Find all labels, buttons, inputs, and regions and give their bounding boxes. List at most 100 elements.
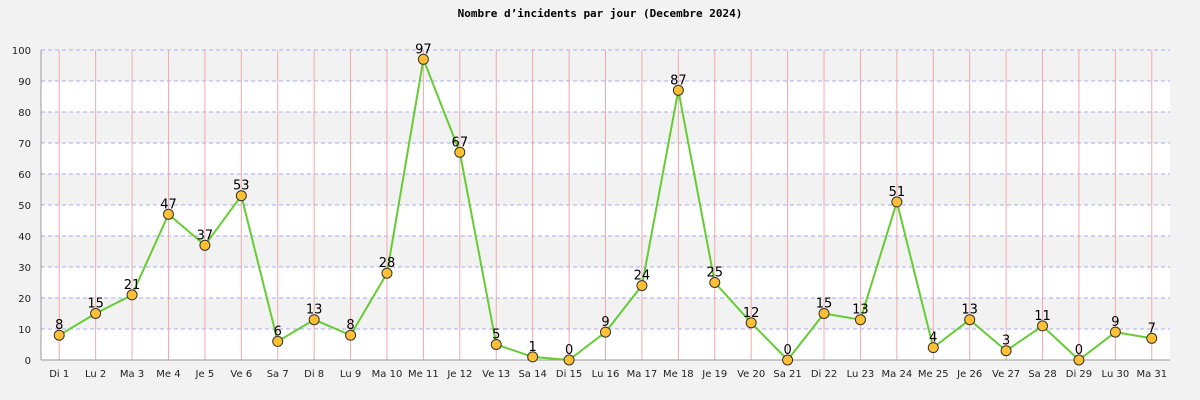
- data-points: [53, 53, 1158, 366]
- x-tick-label: Ve 20: [737, 369, 765, 380]
- data-point: [381, 267, 393, 279]
- x-tick-label: Me 25: [918, 369, 949, 380]
- x-tick-label: Lu 16: [592, 369, 620, 380]
- data-label: 8: [346, 318, 354, 333]
- data-label: 97: [415, 42, 432, 57]
- data-label: 9: [1111, 315, 1119, 330]
- data-label: 9: [601, 315, 609, 330]
- data-point: [53, 329, 65, 341]
- y-tick-label: 70: [18, 139, 31, 150]
- data-label: 3: [1002, 334, 1010, 349]
- data-label: 15: [816, 297, 833, 312]
- y-tick-label: 80: [18, 108, 31, 119]
- data-point: [854, 314, 866, 326]
- data-label: 11: [1034, 309, 1051, 324]
- data-label: 12: [743, 306, 760, 321]
- data-label: 13: [961, 303, 978, 318]
- x-tick-label: Je 12: [446, 369, 472, 380]
- y-tick-label: 50: [18, 201, 31, 212]
- data-point: [90, 308, 102, 319]
- data-point: [308, 314, 320, 326]
- data-point: [636, 280, 648, 292]
- x-tick-label: Di 15: [556, 369, 582, 380]
- x-tick-label: Ma 31: [1136, 369, 1167, 380]
- data-point: [345, 329, 357, 341]
- y-tick-label: 30: [18, 263, 31, 274]
- data-label: 25: [706, 266, 723, 281]
- x-tick-label: Di 29: [1066, 369, 1092, 380]
- data-label: 47: [160, 197, 177, 212]
- x-tick-label: Ma 10: [372, 369, 403, 380]
- data-point: [1109, 326, 1121, 338]
- data-label: 67: [452, 135, 469, 150]
- x-tick-label: Lu 2: [85, 369, 106, 380]
- data-point: [1000, 345, 1012, 357]
- data-label: 53: [233, 179, 250, 194]
- data-point: [454, 146, 466, 158]
- x-tick-label: Sa 21: [773, 369, 801, 380]
- data-label: 0: [1075, 343, 1083, 358]
- x-tick-label: Lu 23: [847, 369, 875, 380]
- data-label: 37: [197, 228, 214, 243]
- y-tick-label: 100: [12, 46, 31, 57]
- data-point: [490, 339, 502, 350]
- y-tick-labels: 0 10 20 30 40 50 60 70 80 90 100: [12, 46, 31, 367]
- data-point: [1146, 332, 1158, 344]
- x-tick-label: Ve 13: [482, 369, 510, 380]
- data-label: 28: [379, 256, 396, 271]
- y-tick-label: 40: [18, 232, 31, 243]
- data-point: [964, 314, 976, 326]
- data-label: 0: [783, 343, 791, 358]
- data-point: [891, 196, 903, 208]
- data-point: [199, 239, 211, 251]
- data-point: [417, 53, 429, 65]
- x-tick-label: Ve 6: [230, 369, 252, 380]
- x-tick-label: Ma 3: [120, 369, 144, 380]
- data-point: [927, 342, 939, 354]
- data-label: 15: [87, 297, 104, 312]
- x-tick-label: Ma 24: [882, 369, 913, 380]
- x-tick-label: Sa 7: [267, 369, 289, 380]
- x-tick-label: Ma 17: [627, 369, 658, 380]
- x-tick-label: Je 5: [195, 369, 215, 380]
- data-label: 87: [670, 73, 687, 88]
- data-point: [563, 354, 575, 366]
- x-tick-label: Sa 14: [518, 369, 546, 380]
- x-tick-label: Me 18: [663, 369, 694, 380]
- data-label: 4: [929, 331, 937, 346]
- x-tick-label: Di 8: [304, 369, 324, 380]
- chart-title: Nombre d’incidents par jour (Decembre 20…: [458, 7, 743, 20]
- data-label: 24: [634, 269, 651, 284]
- y-tick-label: 10: [18, 325, 31, 336]
- data-point: [782, 354, 794, 366]
- x-tick-label: Je 19: [701, 369, 727, 380]
- x-tick-label: Di 1: [49, 369, 69, 380]
- x-tick-label: Me 4: [156, 369, 180, 380]
- data-label: 6: [274, 324, 282, 339]
- data-label: 51: [889, 185, 906, 200]
- data-label: 8: [55, 318, 63, 333]
- data-point: [745, 317, 757, 329]
- data-point: [162, 208, 174, 220]
- x-tick-label: Je 26: [956, 369, 982, 380]
- data-point: [672, 84, 684, 96]
- y-tick-label: 0: [25, 356, 31, 367]
- vertical-gridlines: [58, 50, 1153, 360]
- data-label: 5: [492, 328, 500, 343]
- x-tick-label: Lu 30: [1102, 369, 1130, 380]
- data-label: 13: [852, 303, 869, 318]
- data-point: [600, 326, 611, 338]
- y-tick-label: 20: [18, 294, 31, 305]
- x-tick-labels: Di 1 Lu 2 Ma 3 Me 4 Je 5 Ve 6 Sa 7 Di 8 Lu 9 Ma 1…: [49, 369, 1167, 380]
- data-point: [709, 277, 721, 288]
- data-point: [1037, 320, 1049, 332]
- x-tick-label: Lu 9: [340, 369, 361, 380]
- x-tick-label: Sa 28: [1028, 369, 1056, 380]
- data-point: [1073, 354, 1085, 366]
- x-tick-label: Me 11: [408, 369, 439, 380]
- y-tick-label: 90: [18, 77, 31, 88]
- axes: [40, 50, 1170, 361]
- data-label: 21: [124, 278, 141, 293]
